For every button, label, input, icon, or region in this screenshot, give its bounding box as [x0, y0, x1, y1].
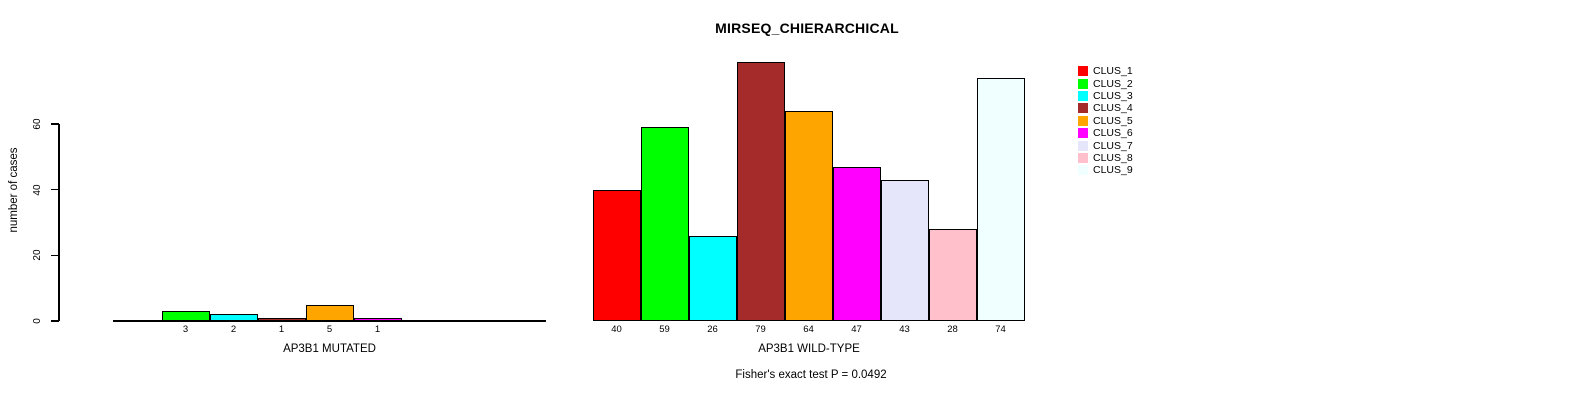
legend-color-swatch	[1078, 103, 1088, 114]
bar-CLUS_6	[353, 318, 402, 321]
bar-CLUS_5	[305, 305, 354, 321]
legend-color-swatch	[1078, 128, 1088, 139]
y-axis-tick-label: 20	[32, 249, 43, 261]
bar-value-label: 74	[995, 324, 1006, 335]
bar-value-label: 2	[230, 324, 237, 335]
y-axis-tick-label: 40	[32, 184, 43, 196]
legend-item-CLUS_6: CLUS_6	[1078, 127, 1133, 139]
bar-CLUS_2	[640, 127, 689, 321]
legend: CLUS_1 CLUS_2 CLUS_3 CLUS_4 CLUS_5 CLUS_6 CLUS…	[1078, 65, 1133, 177]
legend-item-CLUS_2: CLUS_2	[1078, 77, 1133, 90]
bar-value-label: 1	[374, 324, 381, 335]
legend-item-CLUS_3: CLUS_3	[1078, 90, 1133, 102]
y-axis-tick	[51, 188, 59, 191]
legend-color-swatch	[1078, 90, 1088, 101]
bar-CLUS_1	[592, 190, 641, 321]
bar-value-label: 3	[182, 324, 189, 335]
legend-item-CLUS_8: CLUS_8	[1078, 152, 1133, 164]
bar-CLUS_3	[209, 314, 258, 321]
x-axis-label-wildtype: AP3B1 WILD-TYPE	[758, 343, 860, 355]
legend-label: CLUS_3	[1093, 89, 1133, 102]
legend-label: CLUS_7	[1093, 139, 1133, 152]
y-axis-label: number of cases	[8, 147, 20, 233]
bar-value-label: 40	[611, 324, 622, 335]
bar-CLUS_6	[832, 167, 881, 321]
legend-label: CLUS_1	[1093, 65, 1133, 78]
bar-value-label: 43	[899, 324, 910, 335]
legend-color-swatch	[1078, 115, 1088, 126]
bar-value-label: 79	[755, 324, 766, 335]
bar-CLUS_4	[257, 318, 306, 321]
legend-color-swatch	[1078, 78, 1088, 89]
bar-CLUS_4	[736, 62, 785, 321]
legend-color-swatch	[1078, 140, 1088, 151]
bar-value-label: 5	[326, 324, 333, 335]
legend-color-swatch	[1078, 165, 1088, 176]
bar-CLUS_3	[688, 236, 737, 321]
legend-label: CLUS_4	[1093, 102, 1133, 115]
legend-item-CLUS_9: CLUS_9	[1078, 164, 1133, 176]
legend-label: CLUS_9	[1093, 164, 1133, 177]
bar-CLUS_2	[161, 311, 210, 321]
bar-value-label: 28	[947, 324, 958, 335]
y-axis-tick-label: 60	[32, 118, 43, 130]
legend-item-CLUS_5: CLUS_5	[1078, 115, 1133, 127]
legend-label: CLUS_8	[1093, 151, 1133, 164]
bar-value-label: 26	[707, 324, 718, 335]
legend-color-swatch	[1078, 66, 1088, 77]
bar-CLUS_7	[880, 180, 929, 321]
legend-item-CLUS_7: CLUS_7	[1078, 139, 1133, 152]
legend-label: CLUS_6	[1093, 127, 1133, 140]
bar-CLUS_5	[784, 111, 833, 321]
bar-value-label: 59	[659, 324, 670, 335]
chart-title: MIRSEQ_CHIERARCHICAL	[715, 20, 899, 36]
x-axis-label-mutated: AP3B1 MUTATED	[283, 343, 376, 355]
legend-label: CLUS_2	[1093, 77, 1133, 90]
fisher-test-annotation: Fisher's exact test P = 0.0492	[735, 369, 887, 381]
legend-item-CLUS_1: CLUS_1	[1078, 65, 1133, 77]
y-axis-tick	[51, 320, 59, 322]
legend-label: CLUS_5	[1093, 114, 1133, 127]
y-axis-tick	[51, 254, 59, 257]
bar-value-label: 64	[803, 324, 814, 335]
legend-item-CLUS_4: CLUS_4	[1078, 102, 1133, 114]
y-axis-tick-label: 0	[32, 318, 43, 324]
y-axis-tick	[51, 123, 59, 125]
bar-CLUS_8	[928, 229, 977, 321]
bar-value-label: 1	[278, 324, 285, 335]
legend-color-swatch	[1078, 152, 1088, 163]
bar-CLUS_9	[976, 78, 1025, 321]
y-axis-line	[58, 124, 60, 321]
bar-value-label: 47	[851, 324, 862, 335]
